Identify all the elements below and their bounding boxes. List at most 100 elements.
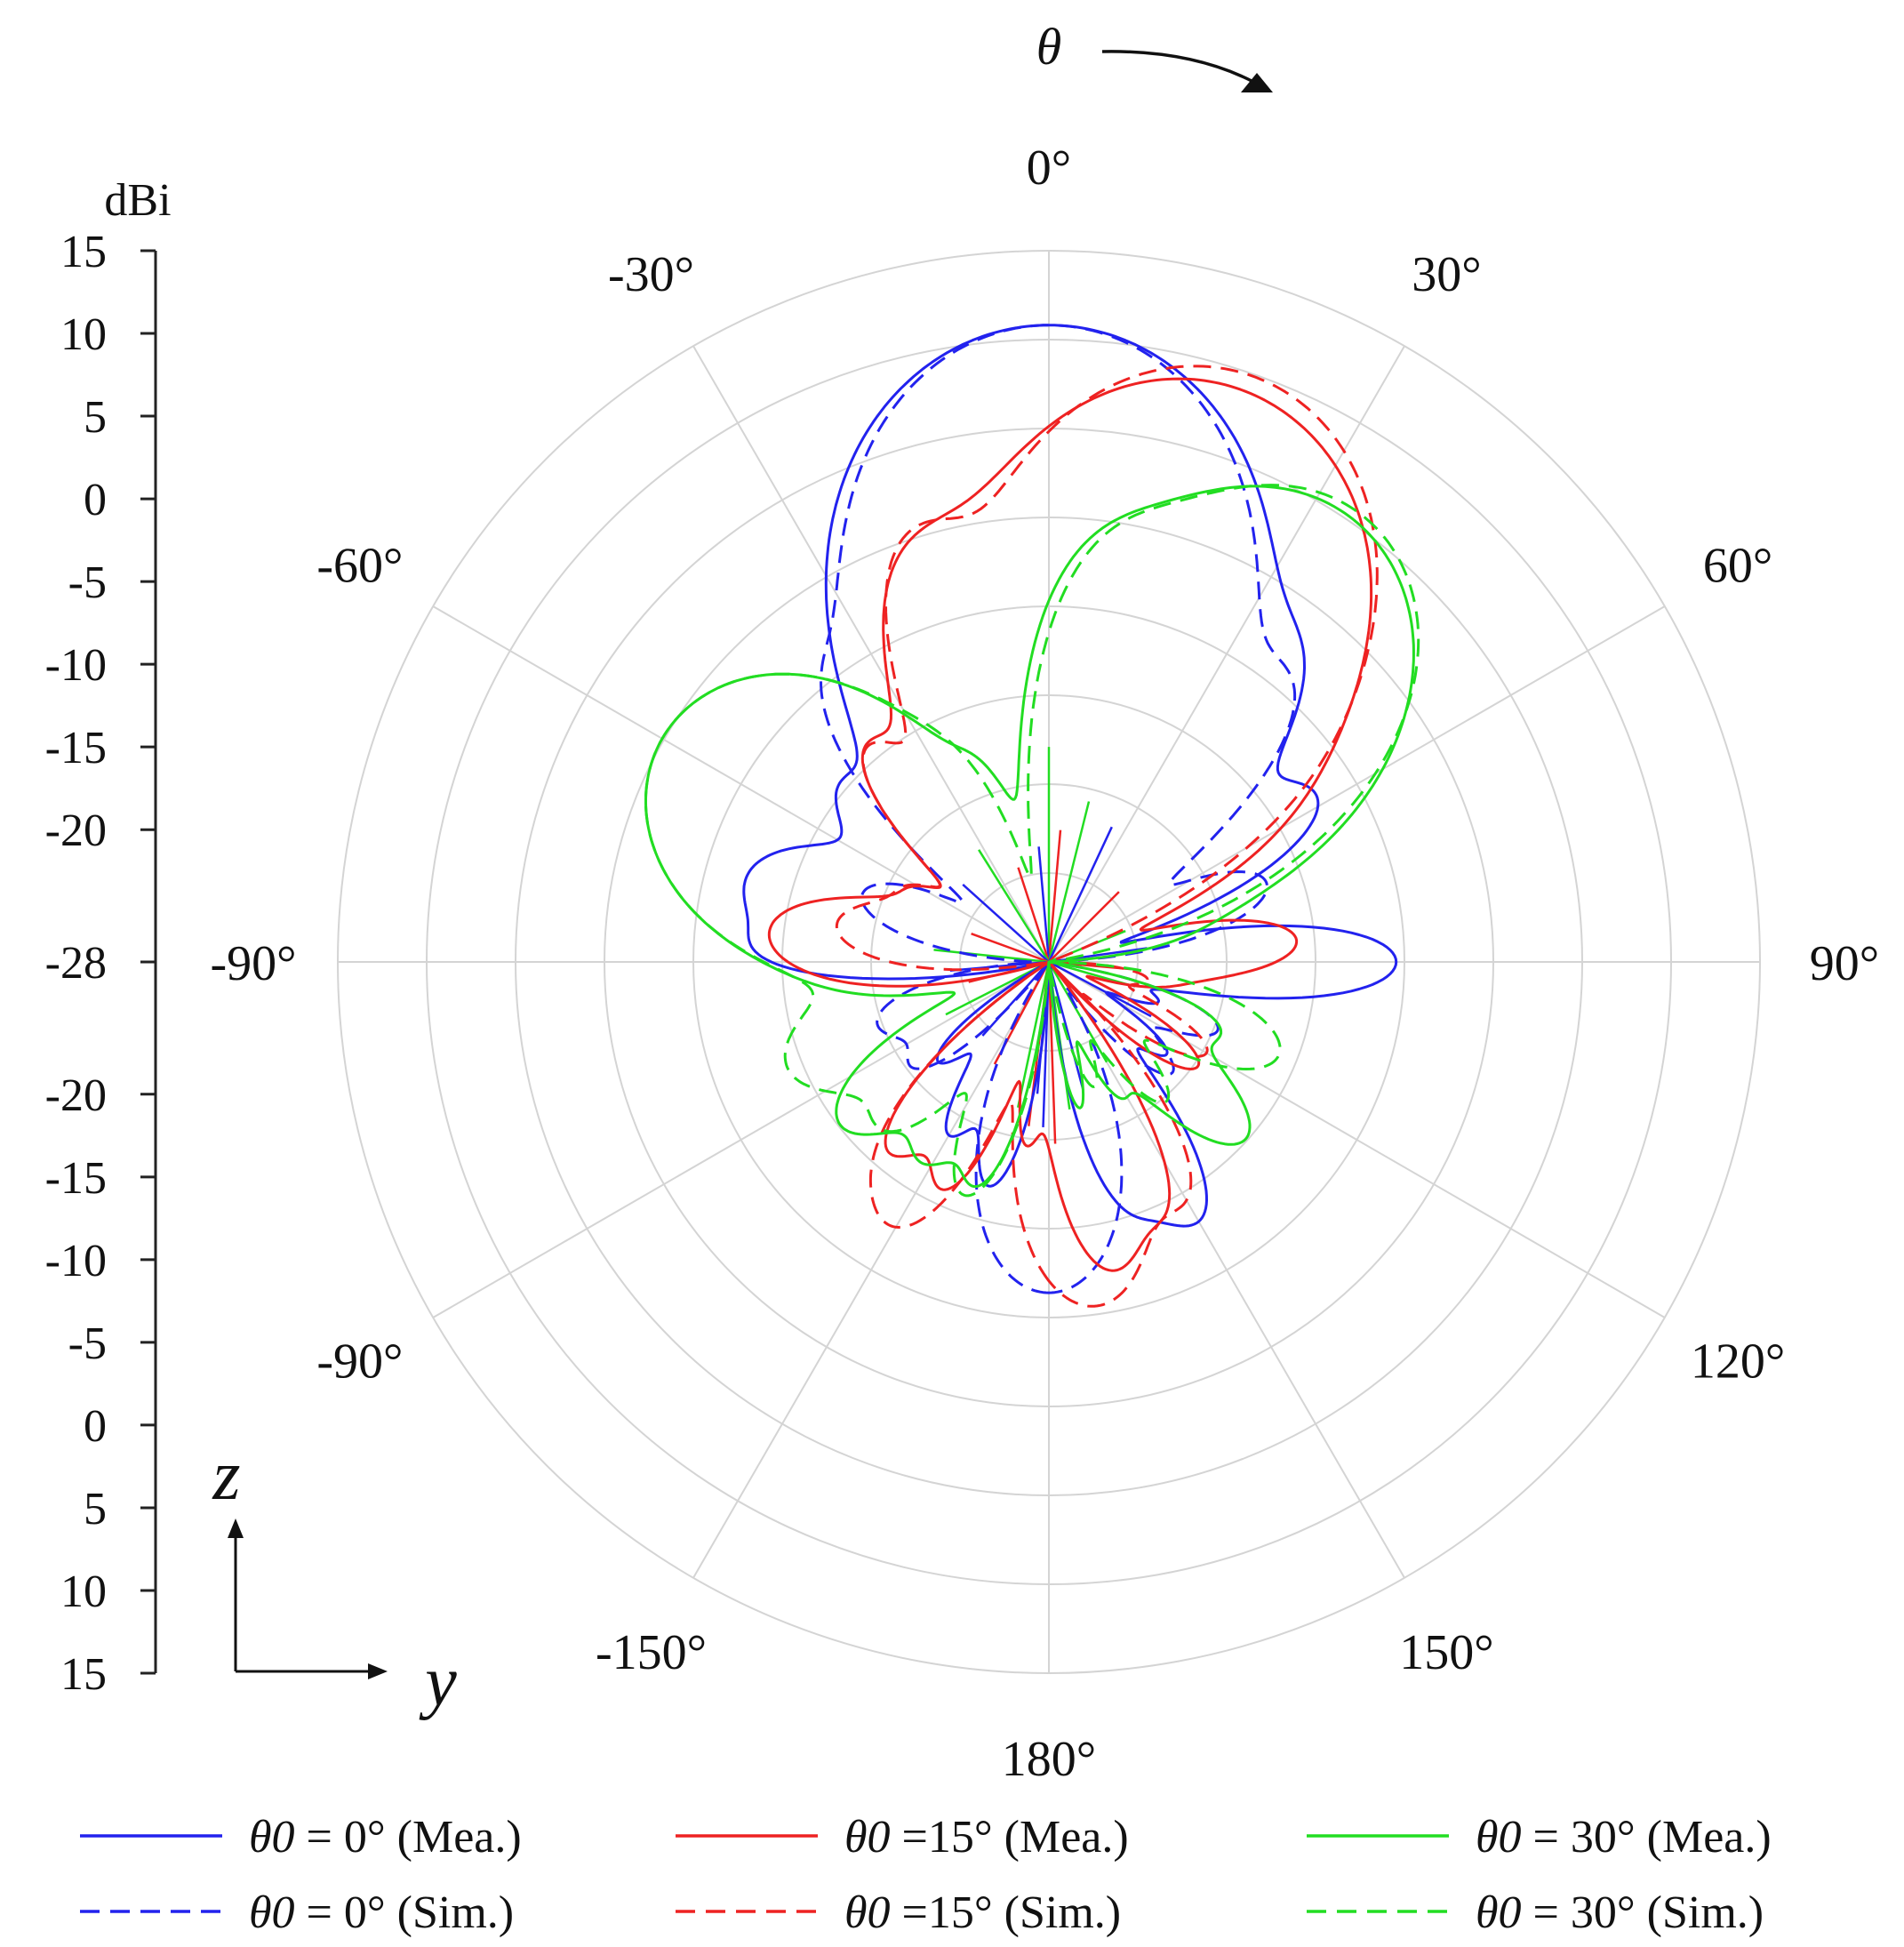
y-axis-label: y	[419, 1643, 457, 1721]
angle-label: 120°	[1691, 1334, 1785, 1390]
legend-item: θ0 = 0° (Sim.)	[80, 1887, 514, 1938]
legend-text: = 0° (Sim.)	[295, 1887, 515, 1938]
grid-spoke	[1048, 345, 1405, 963]
spoke-mark	[1047, 826, 1113, 963]
legend-item: θ0 =15° (Sim.)	[676, 1887, 1121, 1938]
spoke-mark	[1016, 961, 1051, 1109]
spoke-mark	[971, 933, 1050, 964]
legend-text: = 30° (Sim.)	[1522, 1887, 1764, 1938]
angle-label: 0°	[1027, 140, 1071, 196]
legend-label: θ0 = 0° (Mea.)	[249, 1812, 522, 1863]
rotation-arrow-curve	[1101, 50, 1254, 84]
angle-label: -90°	[316, 1334, 403, 1390]
series-line	[644, 485, 1415, 1189]
grid-spoke	[432, 961, 1050, 1318]
angle-label: 180°	[1002, 1732, 1096, 1787]
z-arrow-head-icon	[228, 1518, 244, 1538]
series-group	[644, 324, 1420, 1308]
grid-spoke	[1048, 605, 1666, 963]
angle-label: 60°	[1703, 539, 1772, 594]
legend-symbol: θ0	[844, 1812, 891, 1863]
angle-label: 90°	[1810, 936, 1879, 991]
theta-rotation-indicator: θ	[1036, 18, 1273, 92]
spoke-mark	[1017, 867, 1051, 963]
legend-text: =15° (Sim.)	[891, 1887, 1122, 1938]
series-line	[835, 365, 1379, 1308]
scale-tick-label: 0	[84, 1401, 107, 1452]
scale-tick-label: -5	[68, 1318, 107, 1369]
legend-text: = 30° (Mea.)	[1522, 1812, 1772, 1863]
spoke-mark	[1048, 960, 1152, 1018]
scale-tick-label: -15	[45, 723, 107, 773]
scale-tick-label: 15	[60, 1649, 107, 1700]
scale-tick-label: -10	[45, 640, 107, 691]
legend-text: = 0° (Mea.)	[295, 1812, 522, 1863]
legend-symbol: θ0	[249, 1887, 295, 1938]
scale-tick-label: 0	[84, 475, 107, 525]
unit-label: dBi	[104, 175, 171, 226]
scale-tick-label: 5	[84, 392, 107, 443]
spoke-mark	[1047, 801, 1091, 963]
grid-spoke	[692, 345, 1050, 963]
radial-scale-ticks: 15 10 5 0 -5 -10 -15 -20 -28 -20 -15 -10 -5 0 5 10 15	[45, 227, 156, 1700]
spoke-mark	[978, 849, 1051, 963]
legend-symbol: θ0	[844, 1887, 891, 1938]
legend-item: θ0 = 0° (Mea.)	[80, 1812, 522, 1863]
legend-label: θ0 = 30° (Sim.)	[1476, 1887, 1764, 1938]
rotation-arrow-head-icon	[1241, 73, 1273, 92]
angle-label: 150°	[1399, 1625, 1493, 1680]
series-line	[767, 377, 1373, 1272]
scale-tick-label: 10	[60, 309, 107, 360]
grid-spoke	[1048, 961, 1405, 1579]
spoke-mark	[1048, 947, 1148, 964]
angle-label: -60°	[316, 539, 403, 594]
scale-tick-label: -20	[45, 1070, 107, 1121]
legend-symbol: θ0	[1476, 1887, 1522, 1938]
legend-item: θ0 =15° (Mea.)	[676, 1812, 1129, 1863]
legend-text: =15° (Mea.)	[891, 1812, 1129, 1863]
spoke-mark	[1047, 961, 1084, 1091]
legend-label: θ0 =15° (Sim.)	[844, 1887, 1121, 1938]
series-line	[644, 484, 1420, 1198]
legend-symbol: θ0	[249, 1812, 295, 1863]
scale-tick-label: -28	[45, 938, 107, 989]
scale-tick-label: -20	[45, 805, 107, 856]
spoke-mark	[933, 949, 1050, 964]
y-arrow-head-icon	[368, 1663, 388, 1679]
legend-label: θ0 = 0° (Sim.)	[249, 1887, 514, 1938]
grid-spoke	[432, 605, 1050, 963]
grid-spoke	[692, 961, 1050, 1579]
legend-symbol: θ0	[1476, 1812, 1522, 1863]
legend-label: θ0 = 30° (Mea.)	[1476, 1812, 1772, 1863]
radial-scale: dBi 151050-5-10-15-20-28-20-15-10-505101…	[45, 175, 172, 1700]
spoke-mark	[1048, 960, 1129, 986]
spoke-mark	[962, 883, 1050, 963]
scale-tick-label: -10	[45, 1236, 107, 1286]
coordinate-axes-indicator: z y	[212, 1437, 457, 1721]
scale-tick-label: 5	[84, 1484, 107, 1534]
polar-grid	[337, 250, 1761, 1674]
legend-item: θ0 = 30° (Sim.)	[1307, 1887, 1764, 1938]
grid-spoke	[1048, 961, 1666, 1318]
scale-tick-label: -5	[68, 557, 107, 608]
spoke-mark	[1037, 846, 1051, 963]
series-line	[820, 324, 1297, 1294]
spoke-mark	[1047, 961, 1108, 1063]
z-axis-label: z	[212, 1437, 240, 1515]
scale-tick-label: 15	[60, 227, 107, 277]
angle-label: -90°	[210, 936, 296, 991]
spoke-mark	[1047, 961, 1057, 1144]
theta-label: θ	[1036, 18, 1062, 76]
series-line	[742, 324, 1398, 1228]
spoke-mark	[1048, 891, 1120, 963]
angle-labels: 0° 30° 60° 90° 120° 150° 180° -150° -90° -90° -60°…	[210, 140, 1879, 1787]
legend-label: θ0 =15° (Mea.)	[844, 1812, 1129, 1863]
angle-label: -30°	[608, 247, 694, 302]
scale-tick-label: -15	[45, 1153, 107, 1204]
scale-tick-label: 10	[60, 1566, 107, 1617]
angle-label: -150°	[596, 1625, 707, 1680]
angle-label: 30°	[1412, 247, 1481, 302]
spoke-mark	[1047, 829, 1062, 963]
